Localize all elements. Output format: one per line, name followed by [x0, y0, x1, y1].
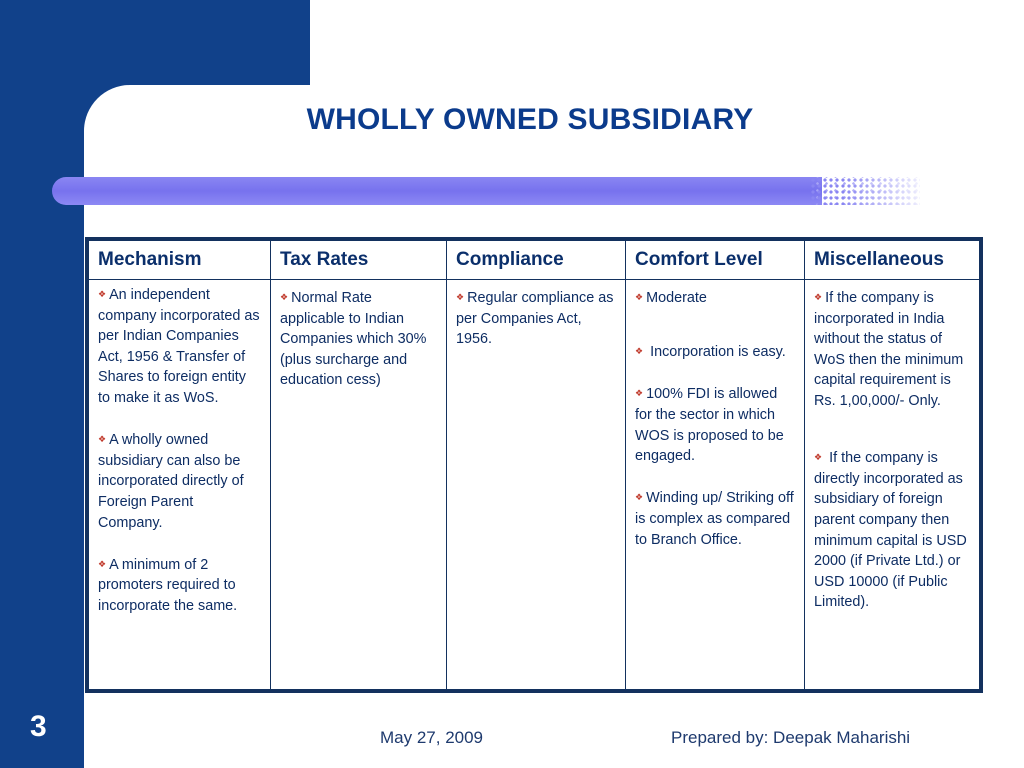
list-item: ❖ Winding up/ Striking off is complex as … [635, 487, 795, 550]
list-item: ❖ If the company is directly incorporate… [814, 447, 970, 613]
list-item: ❖ Regular compliance as per Companies Act… [456, 287, 616, 350]
title-bar-dot-pattern [810, 177, 920, 205]
title-underline-bar [52, 177, 822, 205]
cell-tax-rates: ❖ Normal Rate applicable to Indian Compan… [270, 279, 447, 690]
bullet-text: Incorporation is easy. [650, 344, 786, 361]
header-miscellaneous: Miscellaneous [804, 240, 980, 280]
cell-mechanism: ❖ An independent company incorporated as … [88, 279, 271, 690]
list-item: ❖ If the company is incorporated in India… [814, 287, 970, 412]
slide-title: WHOLLY OWNED SUBSIDIARY [306, 103, 754, 136]
diamond-bullet-icon: ❖ [814, 452, 823, 463]
bullet-text: If the company is directly incorporated … [814, 450, 967, 611]
list-item: ❖ Moderate [635, 287, 795, 309]
header-tax-rates: Tax Rates [270, 240, 447, 280]
header-comfort-level: Comfort Level [625, 240, 805, 280]
list-item: ❖ An independent company incorporated as … [98, 284, 261, 409]
table-header-row: Mechanism Tax Rates Compliance Comfort L… [88, 240, 980, 280]
bullet-text: Regular compliance as per Companies Act,… [456, 290, 614, 348]
list-item: ❖ A minimum of 2 promoters required to in… [98, 554, 261, 617]
bullet-text: An independent company incorporated as p… [98, 287, 260, 406]
slide-number: 3 [30, 710, 47, 743]
list-item: ❖ 100% FDI is allowed for the sector in w… [635, 383, 795, 466]
diamond-bullet-icon: ❖ [635, 292, 644, 302]
diamond-bullet-icon: ❖ [98, 289, 107, 299]
header-compliance: Compliance [446, 240, 626, 280]
bullet-text: 100% FDI is allowed for the sector in wh… [635, 386, 784, 465]
comparison-table: Mechanism Tax Rates Compliance Comfort L… [85, 237, 983, 693]
list-item: ❖ A wholly owned subsidiary can also be i… [98, 429, 261, 533]
diamond-bullet-icon: ❖ [814, 292, 823, 302]
bullet-text: Normal Rate applicable to Indian Compani… [280, 290, 427, 389]
diamond-bullet-icon: ❖ [280, 292, 289, 302]
diamond-bullet-icon: ❖ [635, 492, 644, 503]
cell-compliance: ❖ Regular compliance as per Companies Act… [446, 279, 626, 690]
bullet-text: Moderate [646, 290, 707, 306]
list-item: ❖ Incorporation is easy. [635, 341, 795, 363]
diamond-bullet-icon: ❖ [98, 434, 107, 445]
diamond-bullet-icon: ❖ [635, 388, 644, 399]
diamond-bullet-icon: ❖ [635, 346, 644, 357]
diamond-bullet-icon: ❖ [456, 292, 465, 302]
cell-miscellaneous: ❖ If the company is incorporated in India… [804, 279, 980, 690]
diamond-bullet-icon: ❖ [98, 558, 107, 569]
bullet-text: Winding up/ Striking off is complex as c… [635, 490, 794, 548]
table-row: ❖ An independent company incorporated as … [88, 279, 980, 690]
header-mechanism: Mechanism [88, 240, 271, 280]
footer-date: May 27, 2009 [380, 728, 484, 747]
bullet-text: A wholly owned subsidiary can also be in… [98, 432, 244, 531]
bullet-text: A minimum of 2 promoters required to inc… [98, 556, 238, 614]
bullet-text: If the company is incorporated in India … [814, 290, 964, 409]
list-item: ❖ Normal Rate applicable to Indian Compan… [280, 287, 437, 391]
cell-comfort-level: ❖ Moderate ❖ Incorporation is easy. ❖ 100%… [625, 279, 805, 690]
footer-author: Prepared by: Deepak Maharishi [671, 728, 911, 747]
